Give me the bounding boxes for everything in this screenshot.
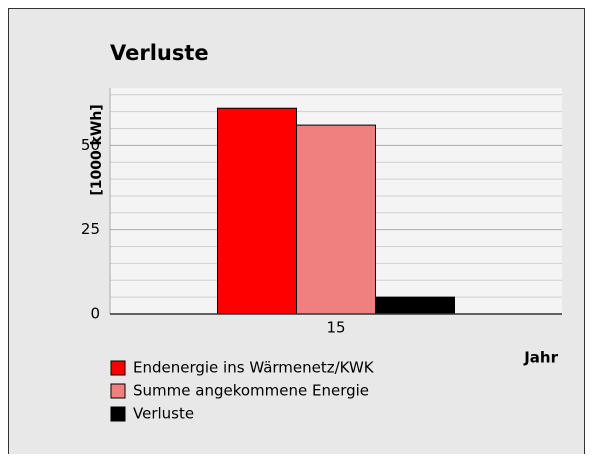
y-tick-label: 25 bbox=[81, 220, 100, 238]
bar bbox=[217, 107, 297, 315]
x-axis-label: Jahr bbox=[523, 349, 558, 367]
y-tick-label: 50 bbox=[81, 136, 100, 154]
bar bbox=[296, 124, 376, 315]
y-tick-label: 0 bbox=[90, 305, 100, 323]
legend-label: Summe angekommene Energie bbox=[133, 382, 369, 400]
legend-swatch bbox=[110, 383, 126, 399]
legend-swatch bbox=[110, 406, 126, 422]
x-tick-label: 15 bbox=[326, 319, 345, 337]
y-axis-label: [1000 kWh] bbox=[89, 104, 105, 195]
bar bbox=[375, 296, 455, 315]
legend-label: Endenergie ins Wärmenetz/KWK bbox=[133, 359, 375, 377]
legend-swatch bbox=[110, 360, 126, 376]
chart-title: Verluste bbox=[110, 41, 209, 65]
legend-label: Verluste bbox=[133, 405, 194, 423]
